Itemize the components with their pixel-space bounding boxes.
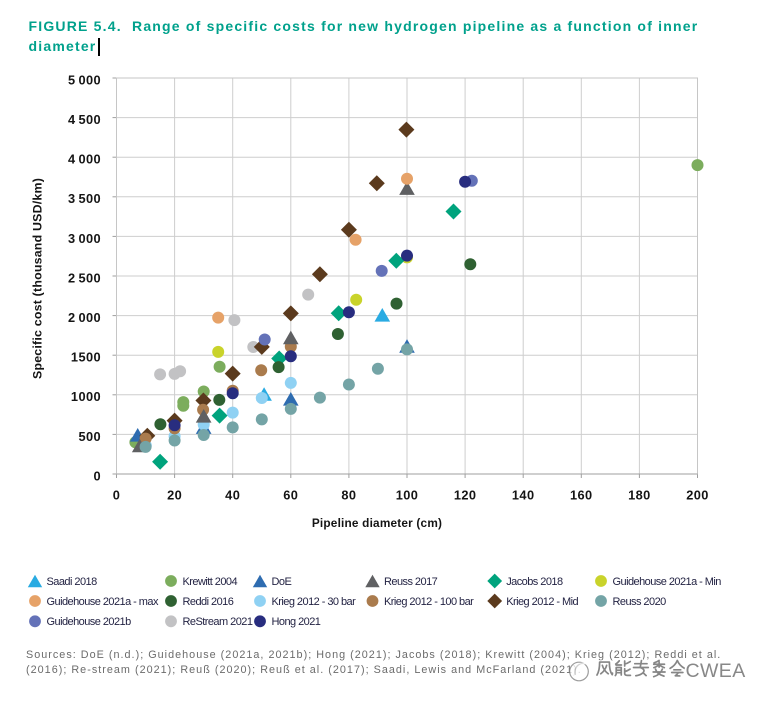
svg-text:Krieg 2012 - 100 bar: Krieg 2012 - 100 bar [384,596,474,608]
svg-text:3 000: 3 000 [68,231,101,246]
svg-text:140: 140 [512,488,535,503]
svg-text:4 000: 4 000 [68,152,101,167]
svg-text:160: 160 [570,488,593,503]
svg-text:5 000: 5 000 [68,72,101,87]
svg-text:ReStream 2021: ReStream 2021 [183,616,253,628]
svg-text:0: 0 [93,468,101,483]
svg-text:1500: 1500 [71,350,101,365]
svg-text:200: 200 [686,488,709,503]
svg-text:120: 120 [454,488,477,503]
svg-text:1000: 1000 [71,389,101,404]
svg-text:500: 500 [78,429,101,444]
svg-text:Pipeline diameter (cm): Pipeline diameter (cm) [312,516,442,530]
svg-text:40: 40 [225,488,240,503]
svg-text:Reuss 2017: Reuss 2017 [384,576,438,588]
svg-text:0: 0 [113,488,121,503]
svg-text:Krewitt 2004: Krewitt 2004 [183,576,238,588]
svg-text:100: 100 [396,488,419,503]
svg-text:3 500: 3 500 [68,191,101,206]
svg-text:Guidehouse 2021a - Min: Guidehouse 2021a - Min [613,576,722,588]
svg-text:4 500: 4 500 [68,112,101,127]
svg-text:Reddi 2016: Reddi 2016 [183,596,234,608]
svg-text:60: 60 [283,488,298,503]
svg-text:Guidehouse 2021a - max: Guidehouse 2021a - max [47,596,159,608]
svg-text:Guidehouse 2021b: Guidehouse 2021b [47,616,132,628]
svg-text:Hong 2021: Hong 2021 [272,616,321,628]
svg-text:Krieg 2012 - Mid: Krieg 2012 - Mid [506,596,578,608]
svg-text:20: 20 [167,488,182,503]
svg-text:Specific cost (thousand USD/km: Specific cost (thousand USD/km) [31,178,45,379]
svg-text:Reuss 2020: Reuss 2020 [613,596,667,608]
svg-text:2 000: 2 000 [68,310,101,325]
svg-text:DoE: DoE [272,576,292,588]
svg-text:CWEA: CWEA [686,660,746,682]
svg-text:80: 80 [341,488,356,503]
svg-text:Krieg 2012 - 30 bar: Krieg 2012 - 30 bar [272,596,357,608]
svg-text:Saadi 2018: Saadi 2018 [47,576,98,588]
svg-text:180: 180 [628,488,651,503]
svg-text:Jacobs 2018: Jacobs 2018 [506,576,563,588]
svg-text:2 500: 2 500 [68,270,101,285]
